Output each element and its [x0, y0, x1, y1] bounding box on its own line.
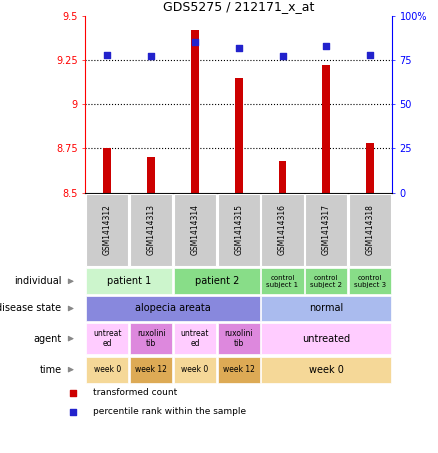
Bar [279, 161, 286, 193]
Bar [174, 357, 216, 383]
Bar [218, 323, 260, 354]
Text: percentile rank within the sample: percentile rank within the sample [93, 407, 246, 416]
Bar [349, 268, 391, 294]
Text: untreat
ed: untreat ed [93, 329, 122, 348]
Text: untreated: untreated [302, 333, 350, 344]
Bar [235, 78, 243, 193]
Text: individual: individual [14, 276, 61, 286]
Text: GSM1414315: GSM1414315 [234, 204, 243, 255]
Text: week 12: week 12 [135, 365, 167, 374]
Bar [218, 194, 260, 266]
Title: GDS5275 / 212171_x_at: GDS5275 / 212171_x_at [163, 0, 314, 13]
Bar [261, 194, 304, 266]
Bar [305, 268, 347, 294]
Text: week 0: week 0 [94, 365, 121, 374]
Point [367, 51, 374, 58]
Bar [147, 157, 155, 193]
Text: GSM1414313: GSM1414313 [147, 204, 155, 255]
Bar [130, 194, 172, 266]
Bar [86, 194, 128, 266]
Text: untreat
ed: untreat ed [180, 329, 209, 348]
Text: control
subject 1: control subject 1 [266, 275, 299, 288]
Point [191, 39, 198, 46]
Text: agent: agent [33, 333, 61, 344]
Text: ruxolini
tib: ruxolini tib [224, 329, 253, 348]
Bar [103, 149, 111, 193]
Text: disease state: disease state [0, 304, 61, 313]
Bar [130, 323, 172, 354]
Text: patient 2: patient 2 [194, 276, 239, 286]
Text: alopecia areata: alopecia areata [135, 304, 211, 313]
Text: week 12: week 12 [223, 365, 254, 374]
Text: GSM1414318: GSM1414318 [366, 204, 374, 255]
Text: normal: normal [309, 304, 343, 313]
Bar [174, 194, 216, 266]
Bar [218, 357, 260, 383]
Point [104, 51, 111, 58]
Text: control
subject 3: control subject 3 [354, 275, 386, 288]
Bar [261, 357, 391, 383]
Bar [191, 30, 199, 193]
Text: GSM1414314: GSM1414314 [191, 204, 199, 255]
Text: GSM1414317: GSM1414317 [322, 204, 331, 255]
Text: control
subject 2: control subject 2 [310, 275, 343, 288]
Bar [261, 296, 391, 321]
Text: GSM1414316: GSM1414316 [278, 204, 287, 255]
Text: ruxolini
tib: ruxolini tib [137, 329, 166, 348]
Bar [86, 323, 128, 354]
Text: week 0: week 0 [309, 365, 344, 375]
Point [70, 408, 77, 415]
Bar [366, 143, 374, 193]
Text: time: time [39, 365, 61, 375]
Bar [86, 268, 172, 294]
Bar [86, 357, 128, 383]
Bar [305, 194, 347, 266]
Bar [86, 296, 260, 321]
Bar [130, 357, 172, 383]
Bar [174, 323, 216, 354]
Bar [261, 323, 391, 354]
Point [279, 53, 286, 60]
Bar [349, 194, 391, 266]
Bar [261, 268, 304, 294]
Point [70, 389, 77, 396]
Point [323, 42, 330, 49]
Bar [174, 268, 260, 294]
Text: transformed count: transformed count [93, 388, 177, 397]
Text: week 0: week 0 [181, 365, 208, 374]
Bar [322, 65, 330, 193]
Text: patient 1: patient 1 [107, 276, 152, 286]
Point [148, 53, 155, 60]
Text: GSM1414312: GSM1414312 [103, 204, 112, 255]
Point [235, 44, 242, 51]
